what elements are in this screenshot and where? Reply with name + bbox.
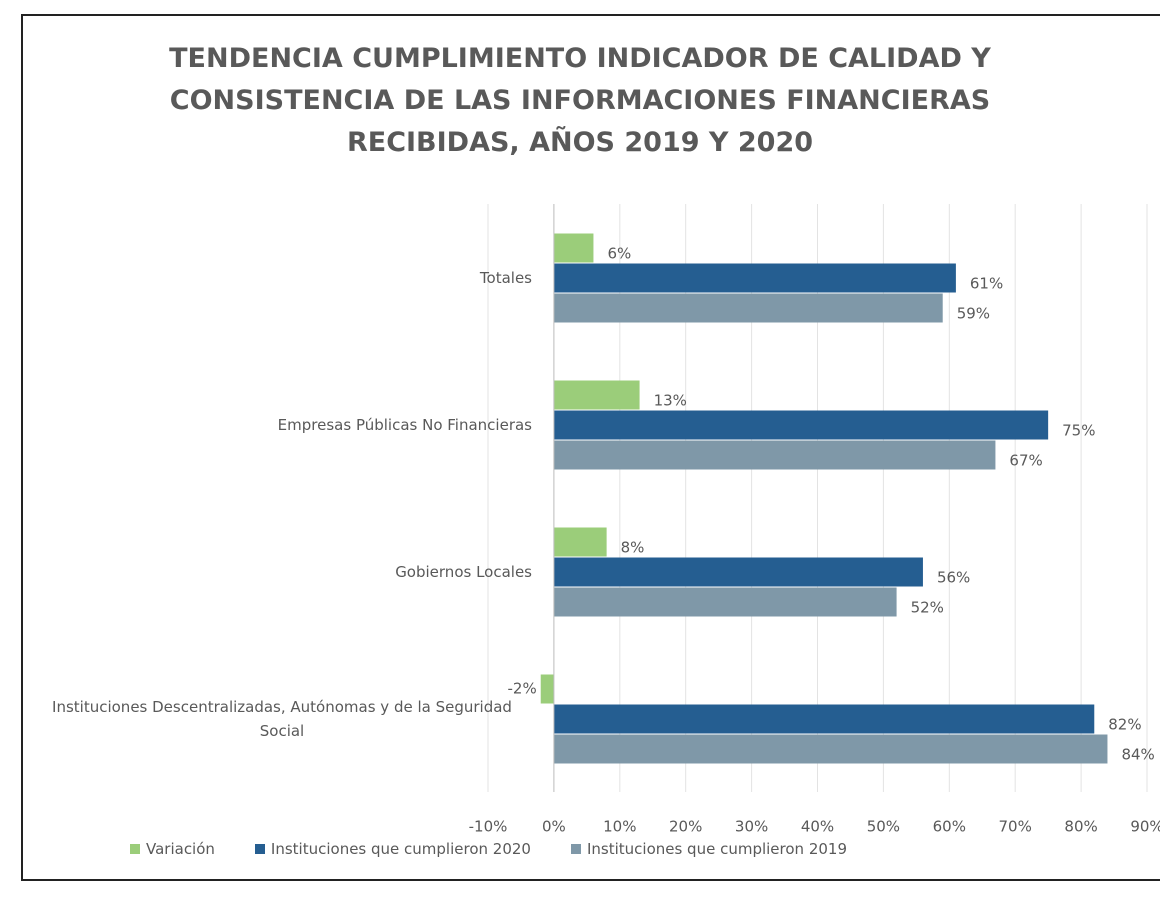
bar	[553, 410, 1049, 440]
x-tick-label: 30%	[735, 818, 768, 836]
frame	[21, 14, 1160, 881]
data-label: 82%	[1108, 716, 1141, 734]
y-tick-label: Totales	[479, 268, 532, 287]
legend-swatch	[570, 844, 581, 854]
x-tick-label: 70%	[999, 818, 1032, 836]
y-tick-label-box: Empresas Públicas No Financieras	[12, 395, 532, 455]
y-tick-label-box: Totales	[12, 248, 532, 308]
data-label: 67%	[1009, 452, 1042, 470]
chart-title: TENDENCIA CUMPLIMIENTO INDICADOR DE CALI…	[169, 43, 991, 158]
legend: Variación Instituciones que cumplieron 20…	[130, 840, 847, 858]
bar	[553, 587, 897, 617]
bar	[540, 674, 554, 704]
data-label: 75%	[1062, 422, 1095, 440]
y-tick-label: Empresas Públicas No Financieras	[277, 415, 532, 434]
x-tick-label: 40%	[801, 818, 834, 836]
data-label: -2%	[508, 680, 537, 698]
data-label: 13%	[654, 392, 687, 410]
y-tick-label: Instituciones Descentralizadas, Autónoma…	[52, 697, 512, 740]
bar	[553, 380, 640, 410]
data-label: 6%	[607, 245, 631, 263]
bar	[553, 527, 607, 557]
data-label: 59%	[957, 305, 990, 323]
y-tick-label: Gobiernos Locales	[395, 562, 532, 581]
bar	[553, 704, 1095, 734]
y-tick-label-box: Instituciones Descentralizadas, Autónoma…	[12, 689, 532, 749]
legend-label: Variación	[146, 840, 215, 858]
x-tick-label: 0%	[542, 818, 566, 836]
x-tick-label: -10%	[469, 818, 508, 836]
x-tick-label: 60%	[933, 818, 966, 836]
legend-label: Instituciones que cumplieron 2020	[270, 840, 531, 858]
x-tick-label: 80%	[1064, 818, 1097, 836]
legend-item: Variación	[130, 840, 215, 858]
x-tick-label: 20%	[669, 818, 702, 836]
legend-item: Instituciones que cumplieron 2019	[570, 840, 848, 858]
legend-item: Instituciones que cumplieron 2020	[254, 840, 531, 858]
data-label: 61%	[970, 275, 1003, 293]
bar	[553, 557, 923, 587]
data-label: 8%	[621, 539, 645, 557]
legend-swatch	[254, 844, 265, 854]
x-tick-label: 10%	[603, 818, 636, 836]
data-label: 52%	[911, 599, 944, 617]
bar	[553, 263, 956, 293]
bar	[553, 734, 1108, 764]
legend-swatch	[130, 844, 140, 854]
y-tick-label-box: Gobiernos Locales	[12, 542, 532, 602]
x-tick-label: 50%	[867, 818, 900, 836]
bar	[553, 440, 996, 470]
legend-label: Instituciones que cumplieron 2019	[586, 840, 848, 858]
bar	[553, 293, 943, 323]
data-label: 56%	[937, 569, 970, 587]
data-label: 84%	[1121, 746, 1154, 764]
bar	[553, 233, 594, 263]
x-tick-label: 90%	[1130, 818, 1160, 836]
